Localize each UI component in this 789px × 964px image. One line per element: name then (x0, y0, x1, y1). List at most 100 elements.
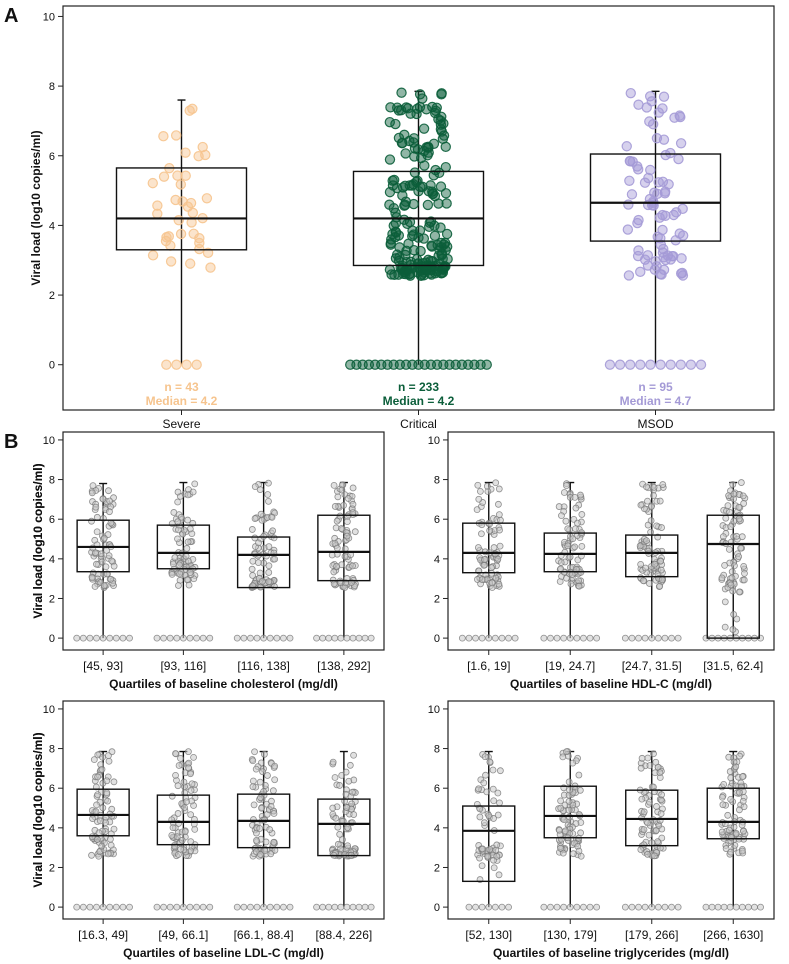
x-tick-label: [49, 66.1] (158, 928, 208, 942)
data-point (670, 235, 681, 246)
data-point (174, 535, 181, 543)
data-point (280, 634, 287, 642)
data-point (97, 550, 105, 558)
data-point (571, 493, 579, 501)
data-point (473, 506, 481, 514)
data-point (555, 503, 563, 510)
data-point (171, 554, 179, 562)
data-point (575, 771, 583, 779)
data-point (161, 359, 172, 370)
data-point (267, 850, 275, 858)
data-point (88, 851, 95, 859)
data-point (557, 797, 565, 805)
y-tick-label: 10 (43, 11, 55, 23)
y-tick-label: 8 (49, 475, 55, 487)
plot-frame (447, 700, 775, 920)
x-tick-label: Severe (162, 417, 200, 431)
data-point (180, 147, 191, 158)
data-point (725, 545, 733, 553)
data-point (739, 773, 746, 781)
data-point (481, 819, 488, 827)
data-point (93, 560, 100, 568)
data-point (147, 250, 159, 261)
data-point (266, 634, 274, 642)
data-point (344, 842, 352, 850)
x-tick-label: [31.5, 62.4] (703, 659, 763, 673)
data-point (98, 765, 106, 773)
y-tick-label: 6 (49, 783, 55, 795)
data-point (654, 634, 662, 642)
data-point (91, 583, 99, 590)
data-point (474, 481, 482, 489)
y-tick-label: 2 (49, 290, 55, 302)
data-point (107, 575, 115, 583)
data-point (268, 513, 276, 521)
data-point (187, 787, 195, 794)
data-point (490, 864, 498, 872)
data-point (190, 753, 197, 761)
data-point (174, 810, 182, 817)
data-point (674, 903, 682, 911)
data-point (343, 634, 351, 642)
data-point (94, 791, 102, 799)
data-point (247, 903, 254, 911)
data-point (675, 268, 687, 279)
data-point (390, 226, 401, 237)
data-point (718, 793, 726, 801)
data-point (497, 516, 504, 524)
data-point (738, 847, 746, 855)
data-point (172, 750, 179, 757)
data-point (181, 804, 188, 811)
data-point (407, 230, 418, 242)
data-point (257, 794, 264, 802)
data-point (172, 771, 179, 779)
data-point (578, 511, 586, 518)
data-point (718, 574, 726, 582)
data-point (757, 903, 764, 911)
data-point (260, 750, 268, 758)
data-point (270, 534, 278, 542)
data-point (331, 903, 339, 911)
y-axis-label: Viral load (log10 copies/ml) (31, 463, 45, 618)
data-point (266, 826, 274, 833)
data-point (727, 774, 735, 782)
data-point (399, 129, 410, 141)
data-point (103, 789, 111, 797)
data-point (675, 111, 686, 123)
data-point (105, 757, 113, 765)
data-point (350, 751, 357, 759)
data-point (577, 491, 584, 499)
data-point (730, 611, 738, 618)
data-point (668, 903, 675, 911)
data-point (645, 831, 653, 839)
data-point (656, 497, 664, 505)
data-point (492, 574, 500, 582)
data-point (485, 903, 493, 911)
data-point (488, 564, 495, 571)
data-point (429, 230, 441, 242)
data-point (436, 241, 447, 253)
box (625, 534, 679, 578)
data-point (98, 842, 106, 850)
data-point (493, 841, 501, 849)
data-point (393, 105, 405, 116)
data-point (178, 836, 186, 844)
data-point (478, 903, 486, 911)
data-point (319, 903, 327, 911)
data-point (184, 491, 192, 499)
data-point (273, 903, 281, 911)
data-point (440, 161, 451, 173)
data-point (486, 845, 494, 853)
data-point (578, 542, 586, 550)
data-point (158, 130, 169, 142)
data-point (564, 542, 572, 550)
data-point (740, 803, 748, 811)
data-point (325, 903, 333, 911)
data-point (623, 199, 634, 210)
data-point (547, 634, 554, 642)
box (706, 514, 760, 639)
data-point (349, 484, 357, 492)
data-point (93, 801, 100, 809)
data-point (621, 141, 632, 152)
y-tick-label: 4 (49, 823, 55, 835)
